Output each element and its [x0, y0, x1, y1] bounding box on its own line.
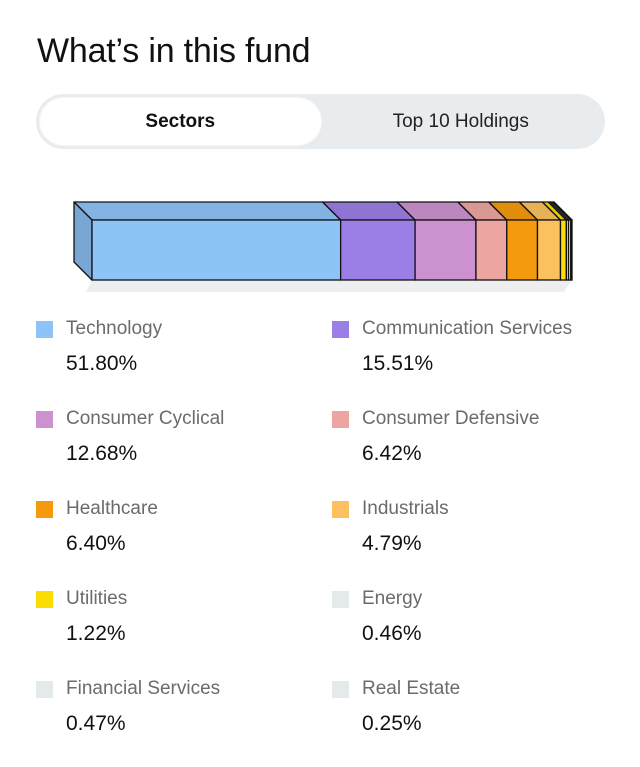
swatch-consumer-cyclical — [36, 411, 53, 428]
legend-label: Technology — [66, 318, 163, 339]
legend-label: Energy — [362, 588, 423, 609]
swatch-healthcare — [36, 501, 53, 518]
bar-segment-consumer-defensive — [475, 219, 508, 281]
bar-top-technology — [73, 201, 342, 221]
tab-sectors[interactable]: Sectors — [40, 98, 321, 145]
legend-item-consumer-defensive[interactable]: Consumer Defensive 6.42% — [332, 408, 612, 488]
legend-label: Healthcare — [66, 498, 158, 519]
legend-item-consumer-cyclical[interactable]: Consumer Cyclical 12.68% — [36, 408, 316, 488]
bar-shadow — [86, 280, 572, 292]
legend-label: Utilities — [66, 588, 128, 609]
legend-label: Financial Services — [66, 678, 221, 699]
bar-segment-industrials — [536, 219, 562, 281]
swatch-real-estate — [332, 681, 349, 698]
legend-item-energy[interactable]: Energy 0.46% — [332, 588, 612, 668]
page-title: What’s in this fund — [37, 32, 311, 70]
legend-item-real-estate[interactable]: Real Estate 0.25% — [332, 678, 612, 758]
swatch-consumer-defensive — [332, 411, 349, 428]
legend-item-communication-services[interactable]: Communication Services 15.51% — [332, 318, 612, 398]
legend-label: Communication Services — [362, 318, 573, 339]
swatch-financial-services — [36, 681, 53, 698]
swatch-communication-services — [332, 321, 349, 338]
legend-value: 12.68% — [66, 442, 138, 465]
swatch-utilities — [36, 591, 53, 608]
legend-value: 15.51% — [362, 352, 434, 375]
swatch-technology — [36, 321, 53, 338]
legend-value: 0.46% — [362, 622, 422, 645]
legend-label: Consumer Cyclical — [66, 408, 225, 429]
legend-item-financial-services[interactable]: Financial Services 0.47% — [36, 678, 316, 758]
legend-item-industrials[interactable]: Industrials 4.79% — [332, 498, 612, 578]
legend-item-healthcare[interactable]: Healthcare 6.40% — [36, 498, 316, 578]
swatch-energy — [332, 591, 349, 608]
legend-value: 6.42% — [362, 442, 422, 465]
bar-segment-utilities — [559, 219, 567, 281]
tab-top-10-holdings[interactable]: Top 10 Holdings — [392, 110, 529, 132]
sector-bar-svg — [73, 201, 573, 292]
legend-value: 6.40% — [66, 532, 126, 555]
legend-label: Consumer Defensive — [362, 408, 540, 429]
legend-value: 1.22% — [66, 622, 126, 645]
bar-segment-real-estate — [570, 219, 573, 281]
legend-value: 0.25% — [362, 712, 422, 735]
bar-segment-healthcare — [506, 219, 539, 281]
sector-bar-chart — [60, 190, 590, 305]
bar-segment-communication-services — [339, 219, 416, 281]
legend-label: Industrials — [362, 498, 449, 519]
legend-value: 0.47% — [66, 712, 126, 735]
legend-label: Real Estate — [362, 678, 461, 699]
bar-segment-consumer-cyclical — [414, 219, 477, 281]
swatch-industrials — [332, 501, 349, 518]
legend-value: 4.79% — [362, 532, 422, 555]
legend-value: 51.80% — [66, 352, 138, 375]
bar-segment-technology — [91, 219, 342, 281]
view-toggle: Sectors Top 10 Holdings — [36, 94, 605, 149]
legend-item-utilities[interactable]: Utilities 1.22% — [36, 588, 316, 668]
legend-item-technology[interactable]: Technology 51.80% — [36, 318, 316, 398]
